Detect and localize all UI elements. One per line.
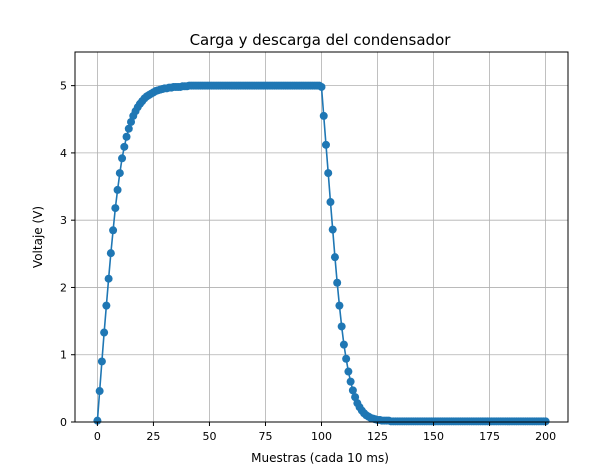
marker <box>346 377 355 386</box>
marker <box>321 140 330 149</box>
marker <box>348 386 357 395</box>
marker <box>111 204 120 213</box>
marker <box>120 142 129 151</box>
marker <box>100 328 109 337</box>
marker <box>335 301 344 310</box>
marker <box>339 340 348 349</box>
x-tick-label: 25 <box>146 430 160 443</box>
y-axis-label: Voltaje (V) <box>31 206 45 268</box>
x-tick-label: 175 <box>479 430 500 443</box>
marker <box>317 82 326 91</box>
marker <box>333 278 342 287</box>
y-tick-label: 4 <box>60 147 67 160</box>
marker <box>118 154 127 163</box>
marker <box>324 169 333 178</box>
marker <box>97 357 106 366</box>
marker <box>328 225 337 234</box>
chart-title: Carga y descarga del condensador <box>190 31 452 49</box>
marker <box>330 253 339 262</box>
x-tick-label: 0 <box>94 430 101 443</box>
marker <box>344 367 353 376</box>
marker <box>115 169 124 178</box>
y-tick-label: 2 <box>60 281 67 294</box>
grid <box>75 52 568 423</box>
marker <box>102 301 111 310</box>
x-tick-label: 200 <box>535 430 556 443</box>
marker <box>122 132 131 141</box>
x-tick-label: 150 <box>423 430 444 443</box>
x-tick-label: 75 <box>258 430 272 443</box>
x-tick-label: 50 <box>202 430 216 443</box>
marker <box>351 393 360 402</box>
marker <box>124 124 133 133</box>
ticks: 0 25 50 75 100 125 150 175 200 0 1 2 3 4 5 <box>60 80 556 443</box>
marker <box>93 416 102 425</box>
marker <box>113 185 122 194</box>
y-tick-label: 1 <box>60 349 67 362</box>
y-tick-label: 0 <box>60 416 67 429</box>
x-tick-label: 125 <box>367 430 388 443</box>
x-tick-label: 100 <box>311 430 332 443</box>
marker <box>95 387 104 396</box>
x-axis-label: Muestras (cada 10 ms) <box>251 451 389 465</box>
marker <box>326 198 335 207</box>
marker <box>104 274 113 283</box>
marker <box>342 354 351 363</box>
marker <box>127 117 136 126</box>
y-tick-label: 5 <box>60 80 67 93</box>
marker <box>337 322 346 331</box>
marker <box>106 249 115 258</box>
y-tick-label: 3 <box>60 214 67 227</box>
marker <box>319 111 328 120</box>
marker <box>109 226 118 235</box>
marker <box>541 417 550 426</box>
